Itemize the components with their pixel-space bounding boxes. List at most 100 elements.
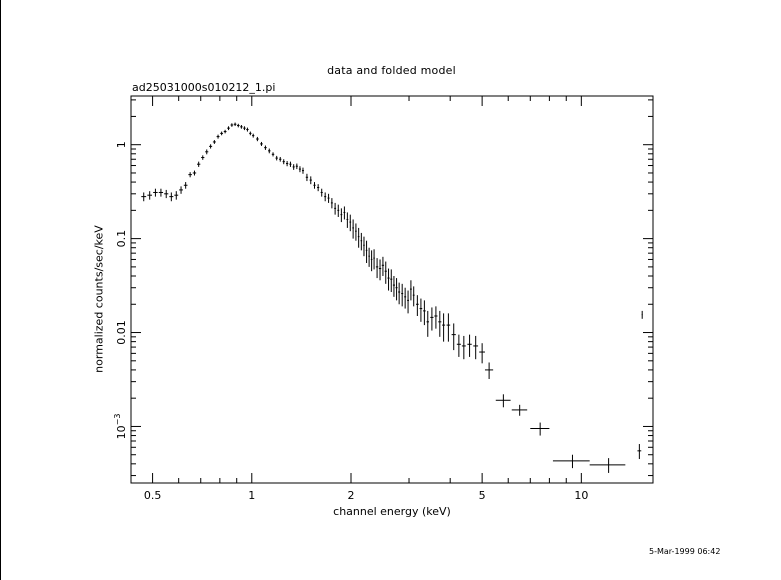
data-point (409, 280, 412, 301)
data-point (442, 313, 446, 342)
y-tick-label: 1 (115, 141, 128, 148)
data-point (271, 152, 275, 157)
data-point (495, 394, 511, 408)
data-point (334, 202, 337, 215)
data-point (313, 182, 316, 189)
data-point (368, 247, 370, 267)
data-point (381, 256, 385, 276)
data-point (401, 283, 404, 307)
data-point (392, 275, 395, 297)
y-tick-label: 0.1 (115, 230, 128, 248)
x-tick-label: 10 (574, 489, 588, 502)
y-tick-label: 10−3 (113, 414, 128, 440)
x-axis-label: channel energy (keV) (333, 505, 451, 518)
data-point (456, 334, 461, 357)
data-point (292, 164, 295, 170)
data-point (164, 189, 169, 199)
data-point (205, 149, 209, 155)
data-point (412, 286, 415, 307)
data-point (192, 170, 197, 176)
data-point (426, 310, 430, 337)
data-point (246, 127, 249, 132)
data-point (419, 298, 423, 322)
data-point (330, 198, 333, 209)
data-point (260, 141, 263, 146)
tick-labels: 0.5 1 2 5 10 1 0.1 0.01 10−3 (113, 141, 588, 502)
data-point (479, 343, 485, 364)
data-point (375, 258, 379, 279)
data-point (337, 204, 340, 217)
data-point (355, 223, 357, 241)
data-point (169, 192, 174, 202)
data-point (352, 219, 354, 239)
data-point (227, 126, 230, 131)
data-point (249, 131, 252, 136)
data-point (256, 136, 259, 142)
x-tick-label: 0.5 (144, 489, 162, 502)
data-point (174, 191, 179, 200)
data-point (268, 148, 271, 154)
data-point (363, 236, 365, 257)
data-point (147, 191, 153, 200)
data-point (220, 131, 224, 136)
data-point (264, 145, 267, 150)
data-point (346, 212, 349, 228)
data-point (309, 176, 312, 185)
data-points (141, 122, 643, 473)
plot-frame (130, 95, 654, 484)
x-tick-label: 1 (248, 489, 255, 502)
data-point (378, 259, 382, 281)
data-point (317, 184, 320, 192)
data-point (305, 173, 309, 182)
data-point (233, 122, 237, 127)
data-point (637, 444, 642, 460)
data-point (349, 214, 352, 232)
data-point (285, 161, 289, 167)
data-point (360, 232, 363, 251)
data-point (243, 126, 246, 131)
data-point (467, 334, 472, 357)
data-point (357, 227, 360, 248)
y-tick-exponent: −3 (113, 414, 122, 426)
data-point (446, 313, 451, 342)
data-point (384, 261, 387, 284)
data-point (295, 163, 298, 170)
data-point (179, 186, 183, 194)
data-point (438, 310, 442, 337)
data-point (327, 193, 330, 203)
data-point (153, 188, 158, 197)
data-point (430, 307, 434, 331)
data-point (407, 290, 410, 314)
data-point (197, 161, 201, 167)
data-point (252, 133, 255, 138)
data-point (183, 182, 188, 189)
data-point (282, 159, 285, 165)
data-point (301, 167, 304, 174)
data-point (461, 335, 466, 360)
data-point (552, 454, 590, 469)
data-point (223, 129, 227, 134)
data-point (324, 192, 327, 202)
data-point (141, 192, 147, 202)
timestamp: 5-Mar-1999 06:42 (649, 547, 721, 556)
chart-subtitle: ad25031000s010212_1.pi (132, 81, 276, 94)
axis-ticks (131, 96, 653, 483)
data-point (395, 278, 398, 301)
data-point (343, 206, 346, 220)
chart-title: data and folded model (327, 64, 456, 77)
data-point (641, 310, 643, 319)
data-point (216, 134, 220, 139)
data-point (589, 458, 626, 473)
data-point (451, 323, 456, 351)
data-point (158, 188, 164, 197)
data-point (484, 362, 494, 380)
data-point (530, 422, 550, 436)
data-point (188, 172, 192, 178)
data-point (370, 250, 373, 272)
data-point (320, 188, 323, 197)
x-tick-label: 2 (347, 489, 354, 502)
data-point (373, 249, 375, 270)
data-point (240, 125, 243, 129)
data-point (298, 166, 301, 173)
